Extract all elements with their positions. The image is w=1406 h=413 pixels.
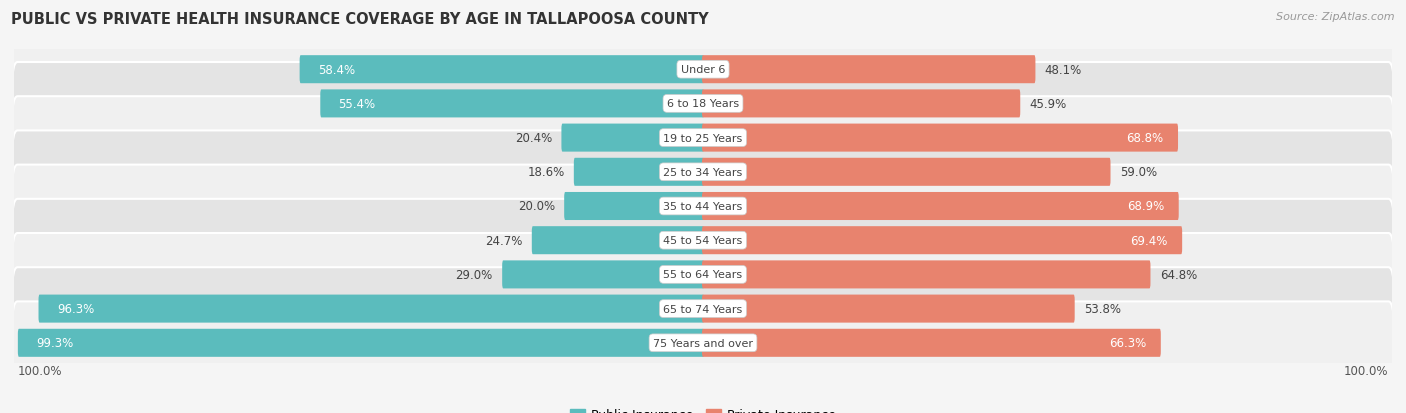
Text: PUBLIC VS PRIVATE HEALTH INSURANCE COVERAGE BY AGE IN TALLAPOOSA COUNTY: PUBLIC VS PRIVATE HEALTH INSURANCE COVER… — [11, 12, 709, 27]
FancyBboxPatch shape — [531, 227, 704, 254]
FancyBboxPatch shape — [38, 295, 704, 323]
FancyBboxPatch shape — [702, 56, 1035, 84]
Text: 35 to 44 Years: 35 to 44 Years — [664, 202, 742, 211]
Text: 55 to 64 Years: 55 to 64 Years — [664, 270, 742, 280]
FancyBboxPatch shape — [13, 268, 1393, 350]
Text: 6 to 18 Years: 6 to 18 Years — [666, 99, 740, 109]
FancyBboxPatch shape — [13, 97, 1393, 180]
FancyBboxPatch shape — [702, 124, 1178, 152]
FancyBboxPatch shape — [574, 159, 704, 186]
FancyBboxPatch shape — [13, 29, 1393, 112]
Text: 53.8%: 53.8% — [1084, 302, 1121, 316]
Text: 100.0%: 100.0% — [17, 364, 62, 377]
Text: 100.0%: 100.0% — [1344, 364, 1389, 377]
Text: Source: ZipAtlas.com: Source: ZipAtlas.com — [1277, 12, 1395, 22]
FancyBboxPatch shape — [13, 131, 1393, 214]
FancyBboxPatch shape — [702, 329, 1161, 357]
FancyBboxPatch shape — [702, 192, 1178, 221]
Text: 69.4%: 69.4% — [1130, 234, 1167, 247]
FancyBboxPatch shape — [13, 199, 1393, 282]
Text: 25 to 34 Years: 25 to 34 Years — [664, 167, 742, 177]
FancyBboxPatch shape — [702, 261, 1150, 289]
Text: 99.3%: 99.3% — [37, 337, 73, 349]
Text: 20.4%: 20.4% — [515, 132, 553, 145]
Text: 68.9%: 68.9% — [1126, 200, 1164, 213]
Text: 65 to 74 Years: 65 to 74 Years — [664, 304, 742, 314]
Text: 45.9%: 45.9% — [1029, 97, 1067, 111]
Text: 58.4%: 58.4% — [318, 64, 354, 76]
Text: 24.7%: 24.7% — [485, 234, 523, 247]
Text: 68.8%: 68.8% — [1126, 132, 1163, 145]
FancyBboxPatch shape — [702, 227, 1182, 254]
Legend: Public Insurance, Private Insurance: Public Insurance, Private Insurance — [565, 404, 841, 413]
FancyBboxPatch shape — [13, 165, 1393, 248]
Text: 96.3%: 96.3% — [56, 302, 94, 316]
FancyBboxPatch shape — [564, 192, 704, 221]
FancyBboxPatch shape — [502, 261, 704, 289]
Text: 75 Years and over: 75 Years and over — [652, 338, 754, 348]
FancyBboxPatch shape — [13, 233, 1393, 316]
Text: 55.4%: 55.4% — [339, 97, 375, 111]
Text: Under 6: Under 6 — [681, 65, 725, 75]
FancyBboxPatch shape — [18, 329, 704, 357]
FancyBboxPatch shape — [321, 90, 704, 118]
Text: 66.3%: 66.3% — [1109, 337, 1146, 349]
Text: 19 to 25 Years: 19 to 25 Years — [664, 133, 742, 143]
Text: 59.0%: 59.0% — [1119, 166, 1157, 179]
FancyBboxPatch shape — [702, 159, 1111, 186]
Text: 45 to 54 Years: 45 to 54 Years — [664, 236, 742, 246]
Text: 48.1%: 48.1% — [1045, 64, 1083, 76]
Text: 29.0%: 29.0% — [456, 268, 494, 281]
FancyBboxPatch shape — [299, 56, 704, 84]
FancyBboxPatch shape — [13, 301, 1393, 384]
Text: 20.0%: 20.0% — [517, 200, 555, 213]
FancyBboxPatch shape — [702, 90, 1021, 118]
FancyBboxPatch shape — [702, 295, 1074, 323]
Text: 18.6%: 18.6% — [527, 166, 565, 179]
FancyBboxPatch shape — [13, 63, 1393, 145]
FancyBboxPatch shape — [561, 124, 704, 152]
Text: 64.8%: 64.8% — [1160, 268, 1197, 281]
